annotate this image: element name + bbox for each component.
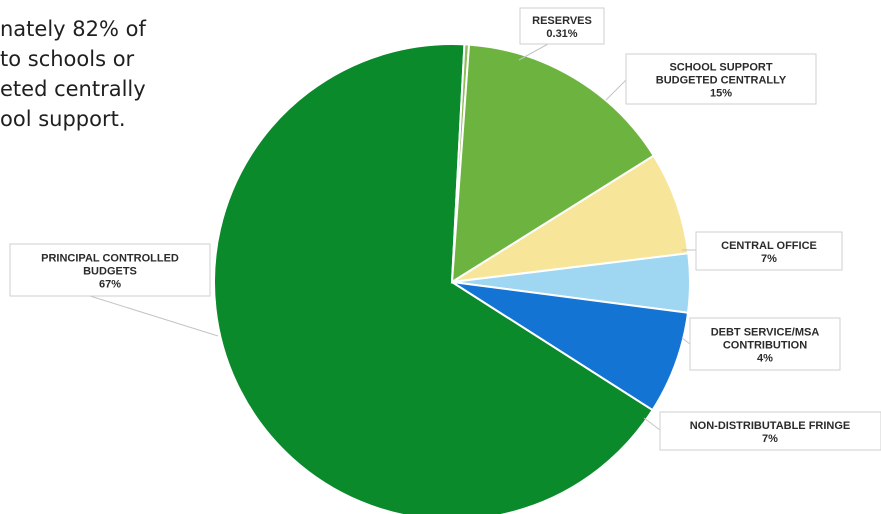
pie-slices	[213, 43, 691, 514]
pie-labels: PRINCIPAL CONTROLLED BUDGETS 67% RESERVES 0.…	[9, 7, 881, 451]
slice-value-label: 7%	[762, 433, 778, 445]
slice-name-label: RESERVES	[532, 15, 592, 27]
slice-name-label: CONTRIBUTION	[723, 340, 807, 352]
label-box	[625, 53, 817, 105]
slice-value-label: 15%	[710, 88, 732, 100]
slice-label-text: NON-DISTRIBUTABLE FRINGE 7%	[690, 420, 851, 445]
leader-line	[605, 79, 627, 101]
slice-name-label: BUDGETED CENTRALLY	[656, 75, 787, 87]
slice-value-label: 67%	[99, 279, 121, 291]
slice-label-text: CENTRAL OFFICE 7%	[721, 240, 817, 265]
slice-label-principal-controlled-budgets: PRINCIPAL CONTROLLED BUDGETS 67%	[9, 243, 219, 337]
intro-line: eted centrally	[0, 77, 146, 101]
slice-label-text: DEBT SERVICE/MSA CONTRIBUTION 4%	[711, 327, 820, 365]
label-box	[695, 231, 843, 271]
intro-text: nately 82% of to schools or eted central…	[0, 14, 200, 134]
label-box	[9, 243, 211, 297]
label-box	[659, 411, 881, 451]
intro-line: to schools or	[0, 47, 135, 71]
pie-slice-school-support-budgeted-centrally	[450, 43, 656, 284]
label-box	[519, 7, 605, 45]
label-box	[689, 317, 841, 371]
slice-value-label: 7%	[761, 253, 777, 265]
slice-value-label: 0.31%	[546, 28, 577, 40]
slice-value-label: 4%	[757, 353, 773, 365]
slice-label-school-support-budgeted-centrally: SCHOOL SUPPORT BUDGETED CENTRALLY 15%	[605, 53, 817, 105]
slice-label-text: RESERVES 0.31%	[532, 15, 592, 40]
slice-name-label: PRINCIPAL CONTROLLED	[41, 253, 179, 265]
slice-label-central-office: CENTRAL OFFICE 7%	[682, 231, 843, 271]
slice-label-debt-service-msa-contribution: DEBT SERVICE/MSA CONTRIBUTION 4%	[681, 317, 841, 371]
leader-line	[89, 295, 219, 337]
slice-name-label: BUDGETS	[83, 266, 137, 278]
leader-line	[681, 337, 691, 345]
leader-line	[643, 417, 661, 431]
slice-name-label: CENTRAL OFFICE	[721, 240, 817, 252]
slice-name-label: SCHOOL SUPPORT	[669, 62, 772, 74]
slice-name-label: NON-DISTRIBUTABLE FRINGE	[690, 420, 851, 432]
pie-slice-central-office	[451, 154, 690, 283]
pie-slice-principal-controlled-budgets	[213, 43, 655, 514]
slice-label-non-distributable-fringe: NON-DISTRIBUTABLE FRINGE 7%	[643, 411, 881, 451]
slice-label-reserves: RESERVES 0.31%	[518, 7, 605, 61]
slice-label-text: PRINCIPAL CONTROLLED BUDGETS 67%	[41, 253, 179, 291]
intro-line: ool support.	[0, 107, 126, 131]
slice-label-text: SCHOOL SUPPORT BUDGETED CENTRALLY 15%	[656, 62, 787, 100]
pie-slice-non-distributable-fringe	[451, 281, 690, 412]
leader-line	[518, 43, 549, 61]
slice-name-label: DEBT SERVICE/MSA	[711, 327, 820, 339]
intro-line: nately 82% of	[0, 17, 146, 41]
